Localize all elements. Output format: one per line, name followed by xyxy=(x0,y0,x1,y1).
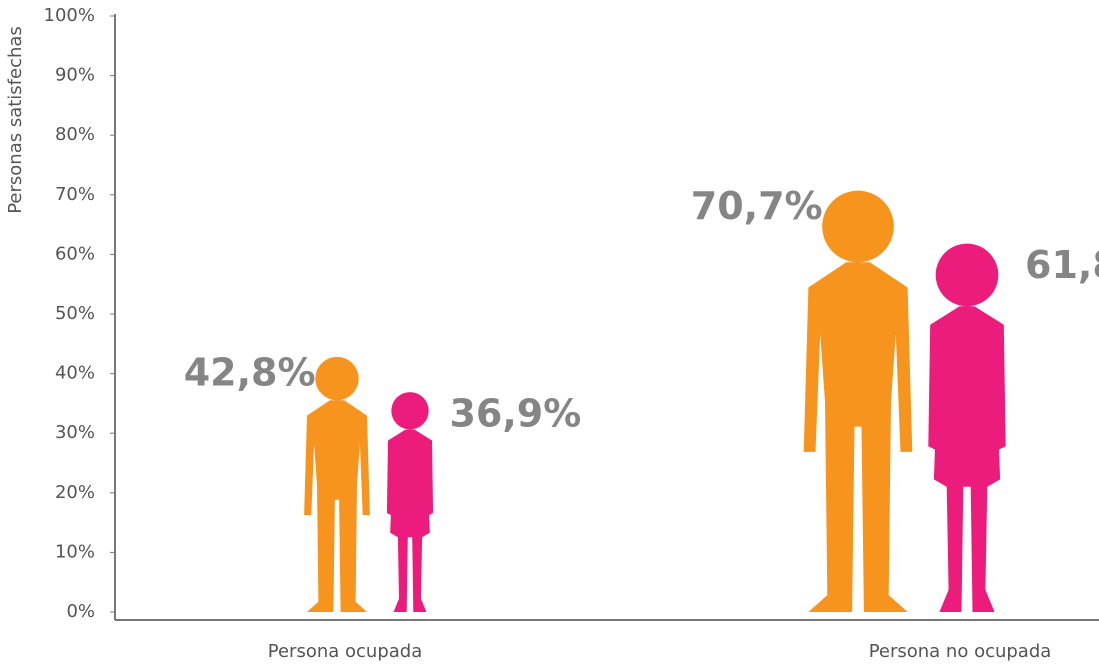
figure xyxy=(928,243,1006,613)
y-tick-label: 20% xyxy=(55,482,95,503)
value-label: 61,8% xyxy=(1025,243,1099,287)
figure xyxy=(386,392,434,612)
figure xyxy=(803,190,913,613)
y-tick-label: 80% xyxy=(55,124,95,145)
x-tick-label: Persona ocupada xyxy=(268,641,422,662)
y-tick-label: 50% xyxy=(55,303,95,324)
x-tick-label: Persona no ocupada xyxy=(869,641,1052,662)
y-axis-label: Personas satisfechas xyxy=(5,26,26,214)
y-tick-label: 40% xyxy=(55,363,95,384)
y-tick-label: 100% xyxy=(44,5,95,26)
figure xyxy=(304,356,370,612)
value-label: 42,8% xyxy=(184,350,316,394)
y-tick-label: 70% xyxy=(55,184,95,205)
y-tick-label: 0% xyxy=(66,601,95,622)
y-tick-label: 60% xyxy=(55,243,95,264)
value-label: 36,9% xyxy=(449,392,581,436)
value-label: 70,7% xyxy=(691,184,823,228)
y-tick-label: 90% xyxy=(55,65,95,86)
y-tick-label: 10% xyxy=(55,541,95,562)
y-tick-label: 30% xyxy=(55,422,95,443)
